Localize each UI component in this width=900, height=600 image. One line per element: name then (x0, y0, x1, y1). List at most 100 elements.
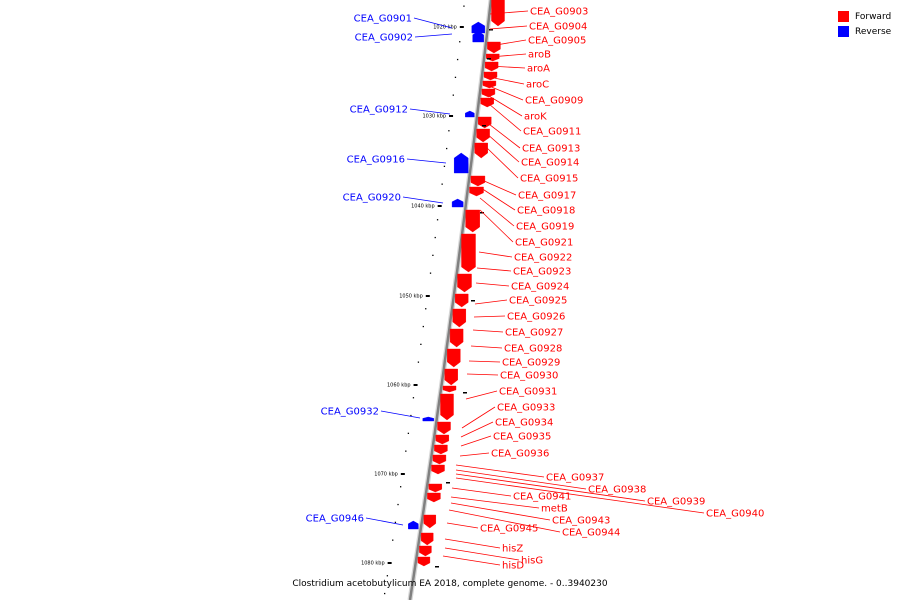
minor-tick (384, 592, 386, 595)
major-tick (437, 205, 442, 207)
forward-gene-label: CEA_G0939 (647, 497, 705, 508)
forward-leader-line (444, 547, 520, 561)
forward-gene-arrow (487, 41, 501, 54)
gene-marker (480, 212, 484, 214)
legend: Forward Reverse (838, 9, 891, 39)
forward-leader-line (489, 39, 527, 47)
forward-leader-line (451, 487, 512, 497)
forward-leader-line (489, 10, 529, 15)
gene-marker (435, 566, 439, 568)
forward-gene-arrow (442, 385, 457, 393)
reverse-leader-line (414, 33, 453, 38)
forward-gene-label: CEA_G0933 (497, 403, 555, 414)
forward-gene-label: CEA_G0925 (509, 296, 567, 307)
minor-tick (410, 414, 412, 417)
forward-gene-label: hisZ (502, 544, 523, 555)
forward-leader-line (489, 25, 528, 30)
forward-leader-line (479, 197, 515, 227)
forward-gene-arrow (427, 492, 441, 503)
forward-leader-line (485, 146, 519, 179)
major-tick (449, 115, 454, 117)
reverse-leader-line (413, 17, 453, 29)
forward-gene-label: CEA_G0928 (504, 344, 562, 355)
forward-leader-line (481, 179, 517, 196)
forward-gene-label: CEA_G0924 (511, 282, 569, 293)
forward-gene-label: CEA_G0931 (499, 387, 557, 398)
reverse-leader-line (365, 517, 404, 526)
forward-gene-label: CEA_G0911 (523, 127, 581, 138)
forward-gene-label: CEA_G0914 (521, 158, 579, 169)
forward-gene-label: CEA_G0904 (529, 22, 587, 33)
forward-leader-line (478, 251, 513, 258)
forward-leader-line (468, 360, 501, 363)
forward-gene-label: CEA_G0937 (546, 473, 604, 484)
forward-leader-line (455, 469, 587, 490)
forward-gene-label: CEA_G0941 (513, 492, 571, 503)
minor-tick (463, 5, 465, 7)
forward-gene-label: CEA_G0917 (518, 191, 576, 202)
forward-gene-arrow (457, 273, 472, 293)
forward-gene-arrow (452, 308, 466, 328)
forward-gene-arrow (482, 80, 497, 89)
forward-gene-arrow (423, 514, 436, 529)
reverse-gene-label: CEA_G0912 (350, 105, 408, 116)
minor-tick (422, 325, 424, 328)
forward-gene-label: CEA_G0927 (505, 328, 563, 339)
minor-tick (434, 236, 436, 239)
legend-item-reverse: Reverse (838, 24, 891, 39)
forward-gene-arrow (483, 71, 498, 81)
minor-tick (432, 254, 434, 256)
forward-leader-line (488, 65, 526, 69)
minor-tick (436, 219, 439, 221)
minor-tick (392, 539, 394, 541)
forward-leader-line (474, 299, 508, 305)
forward-leader-line (455, 473, 646, 502)
forward-gene-label: CEA_G0930 (500, 371, 558, 382)
forward-gene-arrow (447, 348, 461, 368)
forward-leader-line (485, 132, 520, 163)
forward-gene-arrow (469, 186, 484, 197)
genome-caption: Clostridium acetobutylicum EA 2018, comp… (292, 579, 608, 589)
forward-gene-label: CEA_G0922 (514, 253, 572, 264)
tick-label: 1050 kbp (399, 294, 423, 300)
minor-tick (446, 147, 448, 150)
forward-gene-arrow (470, 175, 486, 187)
minor-tick (425, 308, 427, 310)
forward-gene-label: CEA_G0919 (516, 222, 574, 233)
forward-gene-label: CEA_G0936 (491, 449, 549, 460)
forward-gene-arrow (478, 116, 492, 129)
major-tick (459, 26, 464, 28)
minor-tick (407, 432, 410, 434)
forward-gene-arrow (417, 556, 431, 567)
gene-marker (489, 29, 493, 31)
forward-leader-line (460, 435, 492, 447)
forward-leader-line (455, 464, 545, 478)
reverse-gene-arrow (472, 30, 484, 43)
reverse-gene-label: CEA_G0902 (355, 33, 413, 44)
forward-gene-arrow (444, 368, 458, 386)
tick-label: 1070 kbp (374, 472, 398, 478)
reverse-leader-line (402, 196, 444, 204)
tick-label: 1040 kbp (411, 204, 435, 210)
reverse-gene-arrow (471, 21, 485, 34)
legend-label-forward: Forward (855, 11, 892, 22)
forward-gene-arrow (421, 532, 434, 546)
reverse-leader-line (406, 158, 447, 164)
minor-tick (452, 94, 454, 96)
forward-leader-line (459, 452, 490, 457)
forward-gene-label: CEA_G0915 (520, 174, 578, 185)
minor-tick (441, 183, 443, 185)
forward-gene-label: hisD (502, 561, 524, 572)
forward-gene-arrow (449, 328, 464, 348)
minor-tick (456, 58, 459, 61)
forward-gene-label: CEA_G0940 (706, 509, 764, 520)
forward-gene-arrow (437, 421, 451, 435)
gene-marker (471, 300, 475, 302)
reverse-gene-arrow (454, 152, 469, 174)
forward-gene-arrow (428, 483, 442, 493)
minor-tick (417, 361, 420, 363)
forward-leader-line (488, 76, 525, 85)
forward-leader-line (488, 95, 523, 117)
reverse-leader-line (409, 108, 451, 115)
major-tick (413, 384, 418, 386)
